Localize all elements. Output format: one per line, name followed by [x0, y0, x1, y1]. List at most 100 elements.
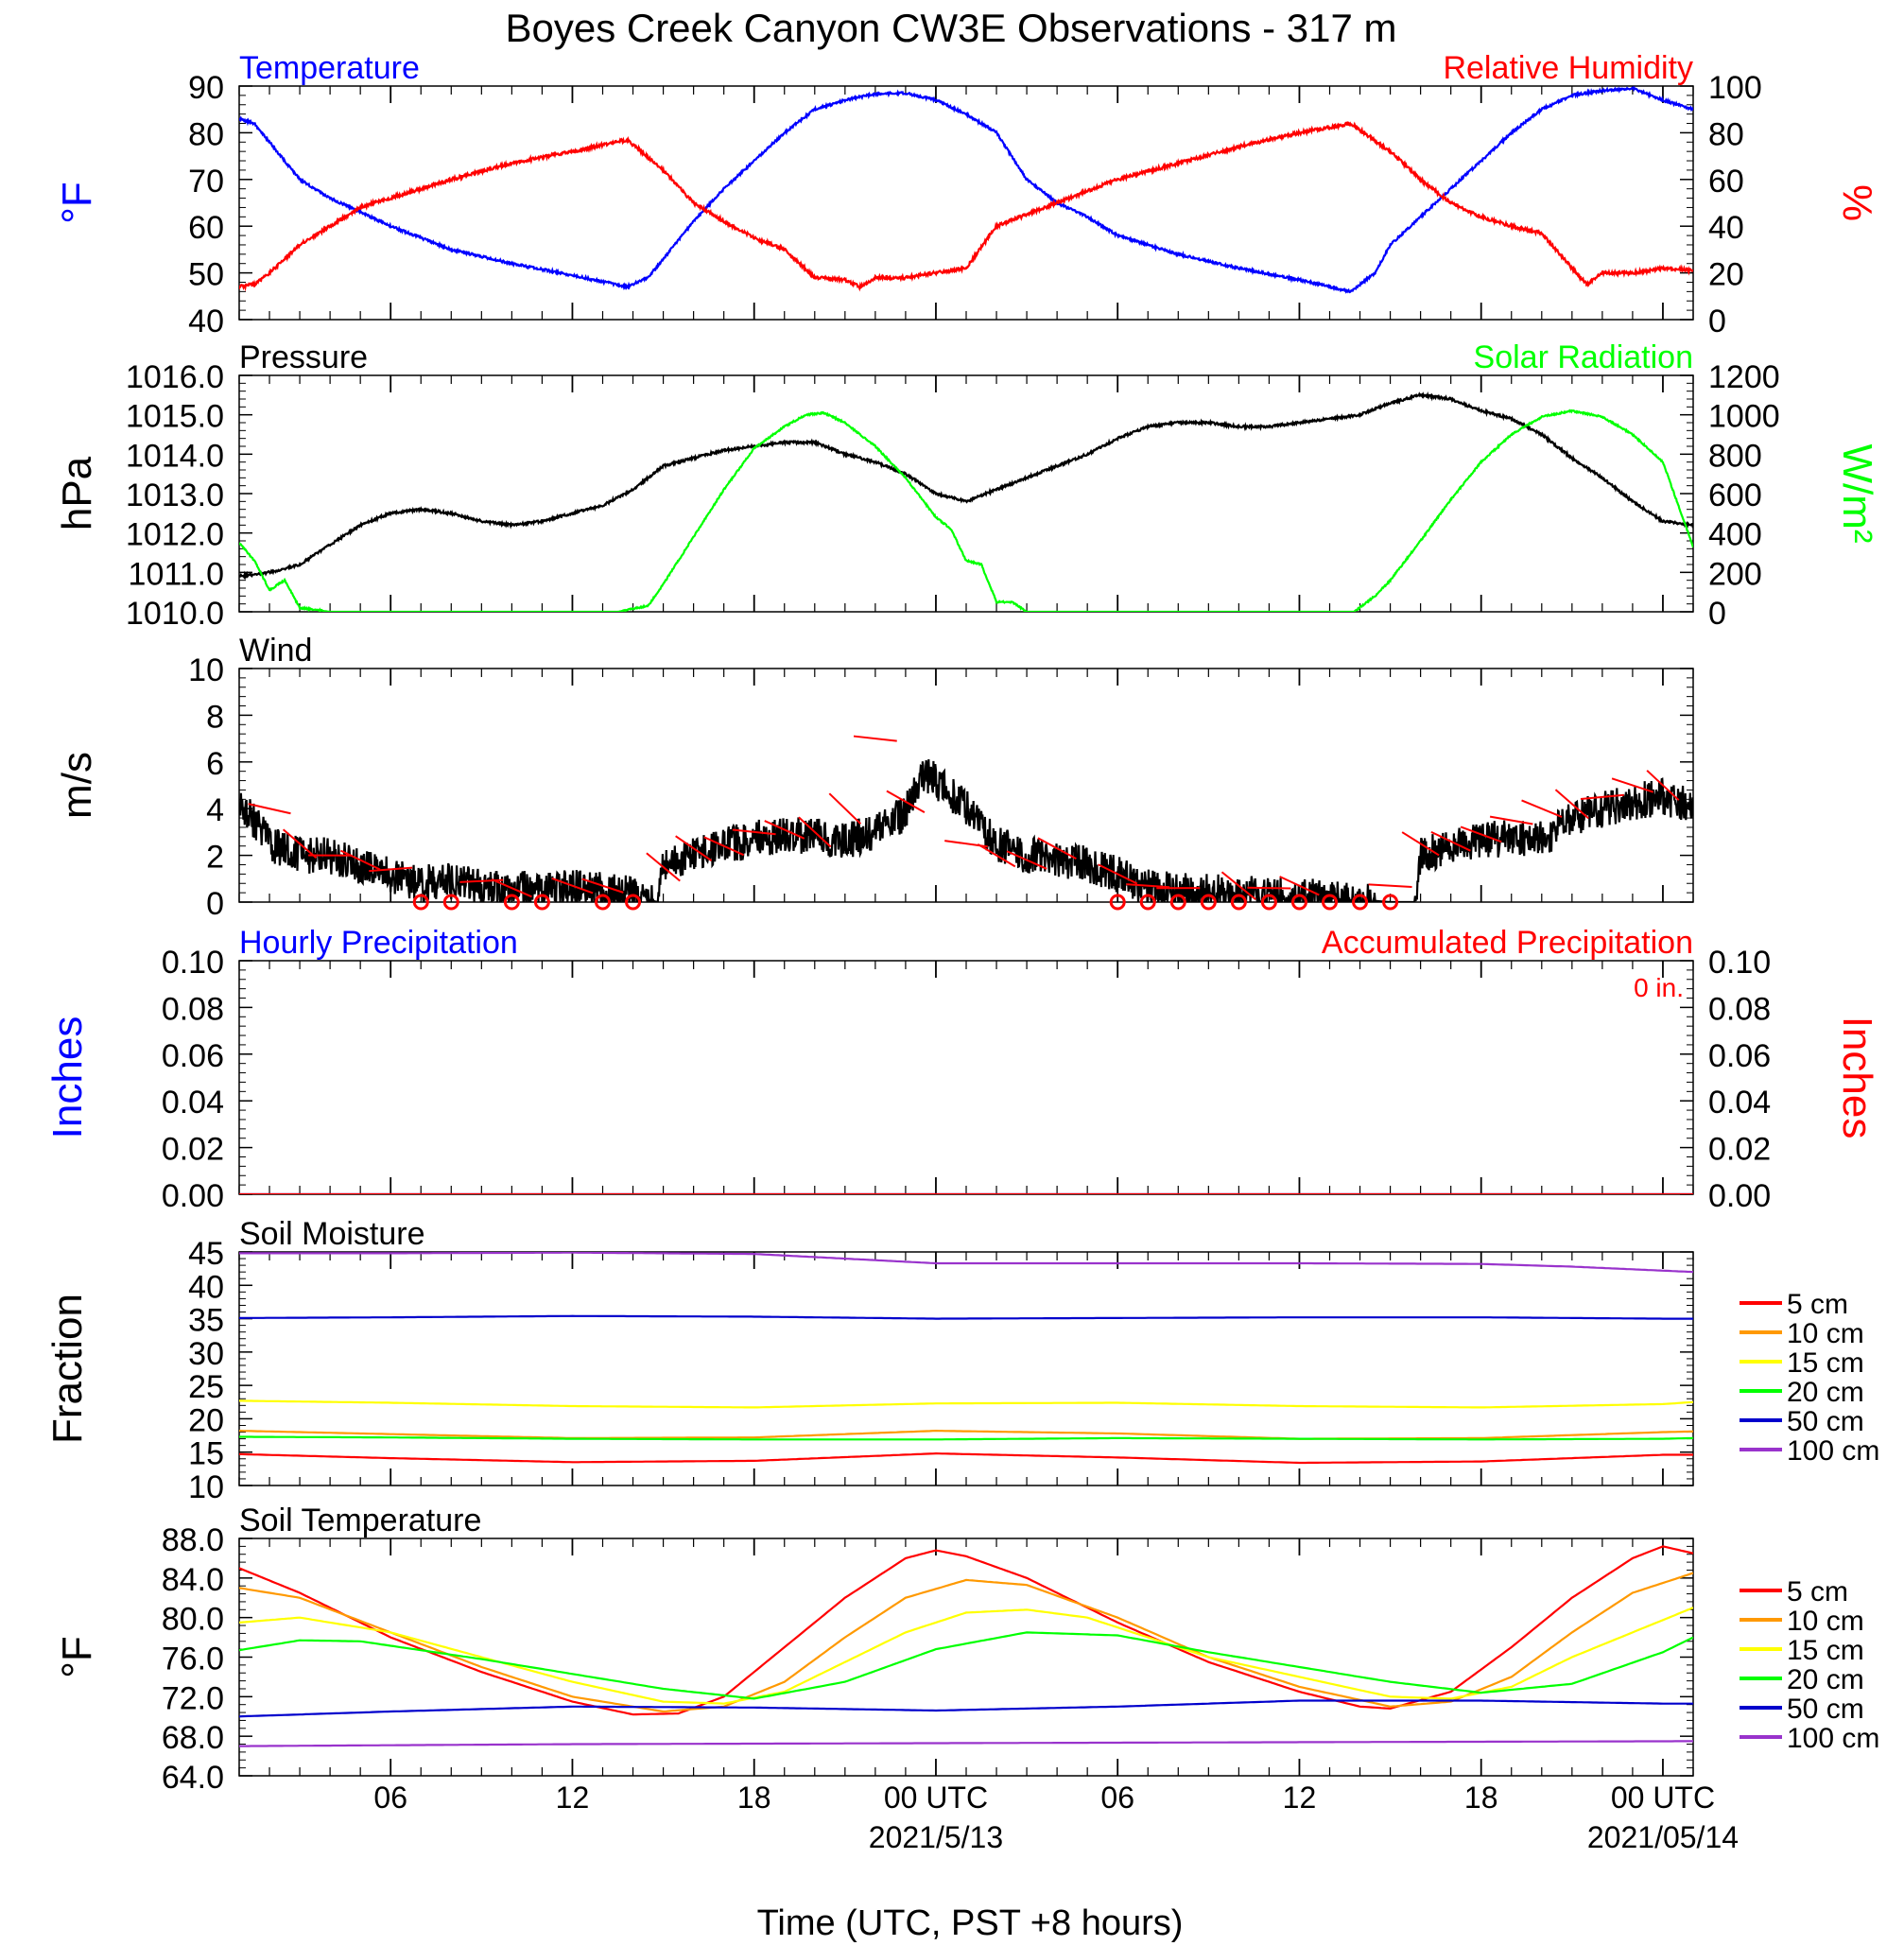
plot-area: [239, 1252, 1693, 1465]
legend-label: 20 cm: [1787, 1377, 1864, 1408]
y-axis-label-right: %: [1834, 184, 1880, 221]
panel-title-left: Soil Temperature: [239, 1503, 481, 1538]
wind-barb: [1098, 863, 1138, 885]
y-tick-label-left: 0.10: [162, 945, 224, 981]
y-tick-label-left: 0: [206, 886, 224, 922]
y-tick-label-left: 90: [188, 70, 224, 106]
calm-wind-marker: [442, 894, 459, 911]
y-tick-label-left: 64.0: [162, 1760, 224, 1796]
y-tick-label-right: 0.00: [1708, 1178, 1771, 1214]
panel-soil_temperature: 88.0 84.0 80.0 76.072.0 68.0 64.0 Soil Tempera…: [54, 1503, 1879, 1796]
legend-label: 5 cm: [1787, 1289, 1848, 1320]
series-line-5-cm: [239, 1545, 1693, 1716]
y-tick-label-left: 88.0: [162, 1522, 224, 1558]
y-axis-label-left: °F: [54, 1636, 100, 1677]
series-line-20-cm: [239, 1631, 1693, 1700]
y-tick-label-left: 60: [188, 210, 224, 246]
wind-barb: [1646, 770, 1680, 801]
y-tick-label-left: 1013.0: [126, 478, 224, 513]
y-tick-label-left: 0.08: [162, 991, 224, 1027]
x-tick-label: 06: [1100, 1781, 1134, 1815]
series-line-10-cm: [239, 1429, 1693, 1440]
panel-title-left: Temperature: [239, 50, 420, 86]
panel-title-left: Soil Moisture: [239, 1216, 425, 1252]
y-axis-label-left: Inches: [44, 1016, 91, 1139]
calm-wind-marker: [1382, 894, 1399, 911]
wind-barb: [886, 790, 926, 814]
wind-barb: [1037, 837, 1077, 860]
series-line-wind-speed: [239, 758, 1693, 902]
y-tick-label-left: 1010.0: [126, 596, 224, 632]
plot-area: [239, 391, 1693, 612]
y-tick-label-left: 15: [188, 1436, 224, 1472]
y-tick-label-right: 0.08: [1708, 991, 1771, 1027]
y-tick-label-left: 0.06: [162, 1038, 224, 1074]
panel-title-right: Relative Humidity: [1443, 50, 1693, 86]
calm-wind-marker: [1230, 894, 1247, 911]
plot-area: [239, 86, 1693, 294]
wind-barb: [1368, 883, 1412, 889]
y-axis-label-right: Inches: [1834, 1016, 1880, 1139]
wind-barb: [1247, 886, 1291, 890]
time-axis: 06 12 18 00 UTC 06 12 18 00 UTC 2021/5/13 2021/05…: [373, 1781, 1739, 1854]
wind-barb: [798, 816, 832, 848]
y-tick-label-left: 1012.0: [126, 517, 224, 553]
y-tick-label-right: 0.02: [1708, 1132, 1771, 1168]
y-tick-label-right: 1000: [1708, 399, 1780, 435]
series-line-pressure: [239, 391, 1693, 581]
y-tick-label-left: 80.0: [162, 1602, 224, 1638]
y-tick-label-left: 2: [206, 840, 224, 876]
y-axis-label-left: m/s: [54, 752, 100, 819]
y-tick-label-right: 800: [1708, 438, 1762, 474]
legend-label: 10 cm: [1787, 1318, 1864, 1349]
wind-barb: [1401, 831, 1440, 857]
wind-barb: [581, 877, 624, 894]
calm-wind-marker: [595, 894, 611, 911]
y-axis-label-right: W/m²: [1834, 443, 1880, 543]
calm-wind-marker: [1169, 894, 1186, 911]
y-tick-label-left: 72.0: [162, 1680, 224, 1716]
y-axis-label-left: hPa: [54, 456, 100, 530]
panel-title-right: Accumulated Precipitation: [1322, 925, 1693, 961]
y-tick-label-left: 45: [188, 1236, 224, 1272]
calm-wind-marker: [1352, 894, 1369, 911]
y-tick-label-right: 60: [1708, 164, 1744, 200]
y-tick-label-right: 40: [1708, 210, 1744, 246]
wind-barb: [764, 820, 805, 840]
wind-barb: [369, 866, 413, 873]
series-line-temperature: [239, 86, 1693, 294]
wind-barb: [1580, 793, 1624, 800]
wind-barb: [551, 877, 594, 895]
date-label: 2021/5/13: [869, 1820, 1003, 1854]
x-tick-label: 12: [1283, 1781, 1317, 1815]
wind-barb: [828, 792, 862, 825]
y-tick-label-left: 70: [188, 164, 224, 200]
calm-wind-marker: [412, 894, 429, 911]
y-tick-label-left: 0.04: [162, 1085, 224, 1121]
y-tick-label-right: 1200: [1708, 359, 1780, 395]
y-tick-label-left: 20: [188, 1402, 224, 1438]
wind-barb: [1006, 850, 1047, 870]
calm-wind-marker: [1260, 894, 1277, 911]
calm-wind-marker: [533, 894, 550, 911]
wind-barb: [1554, 789, 1589, 820]
legend-label: 10 cm: [1787, 1606, 1864, 1637]
y-tick-label-left: 1014.0: [126, 438, 224, 474]
y-tick-label-left: 10: [188, 1469, 224, 1505]
calm-wind-marker: [1322, 894, 1338, 911]
wind-barb: [703, 836, 745, 857]
y-tick-label-right: 0.10: [1708, 945, 1771, 981]
plot-area: [239, 735, 1693, 902]
series-line-100-cm: [239, 1740, 1693, 1747]
y-tick-label-left: 40: [188, 304, 224, 339]
series-line-100-cm: [239, 1252, 1693, 1274]
calm-wind-marker: [625, 894, 642, 911]
y-tick-label-left: 25: [188, 1369, 224, 1405]
wind-barb: [491, 878, 532, 898]
y-tick-label-right: 200: [1708, 556, 1762, 592]
y-tick-label-left: 40: [188, 1269, 224, 1305]
legend-label: 15 cm: [1787, 1635, 1864, 1666]
series-line-20-cm: [239, 1435, 1693, 1441]
